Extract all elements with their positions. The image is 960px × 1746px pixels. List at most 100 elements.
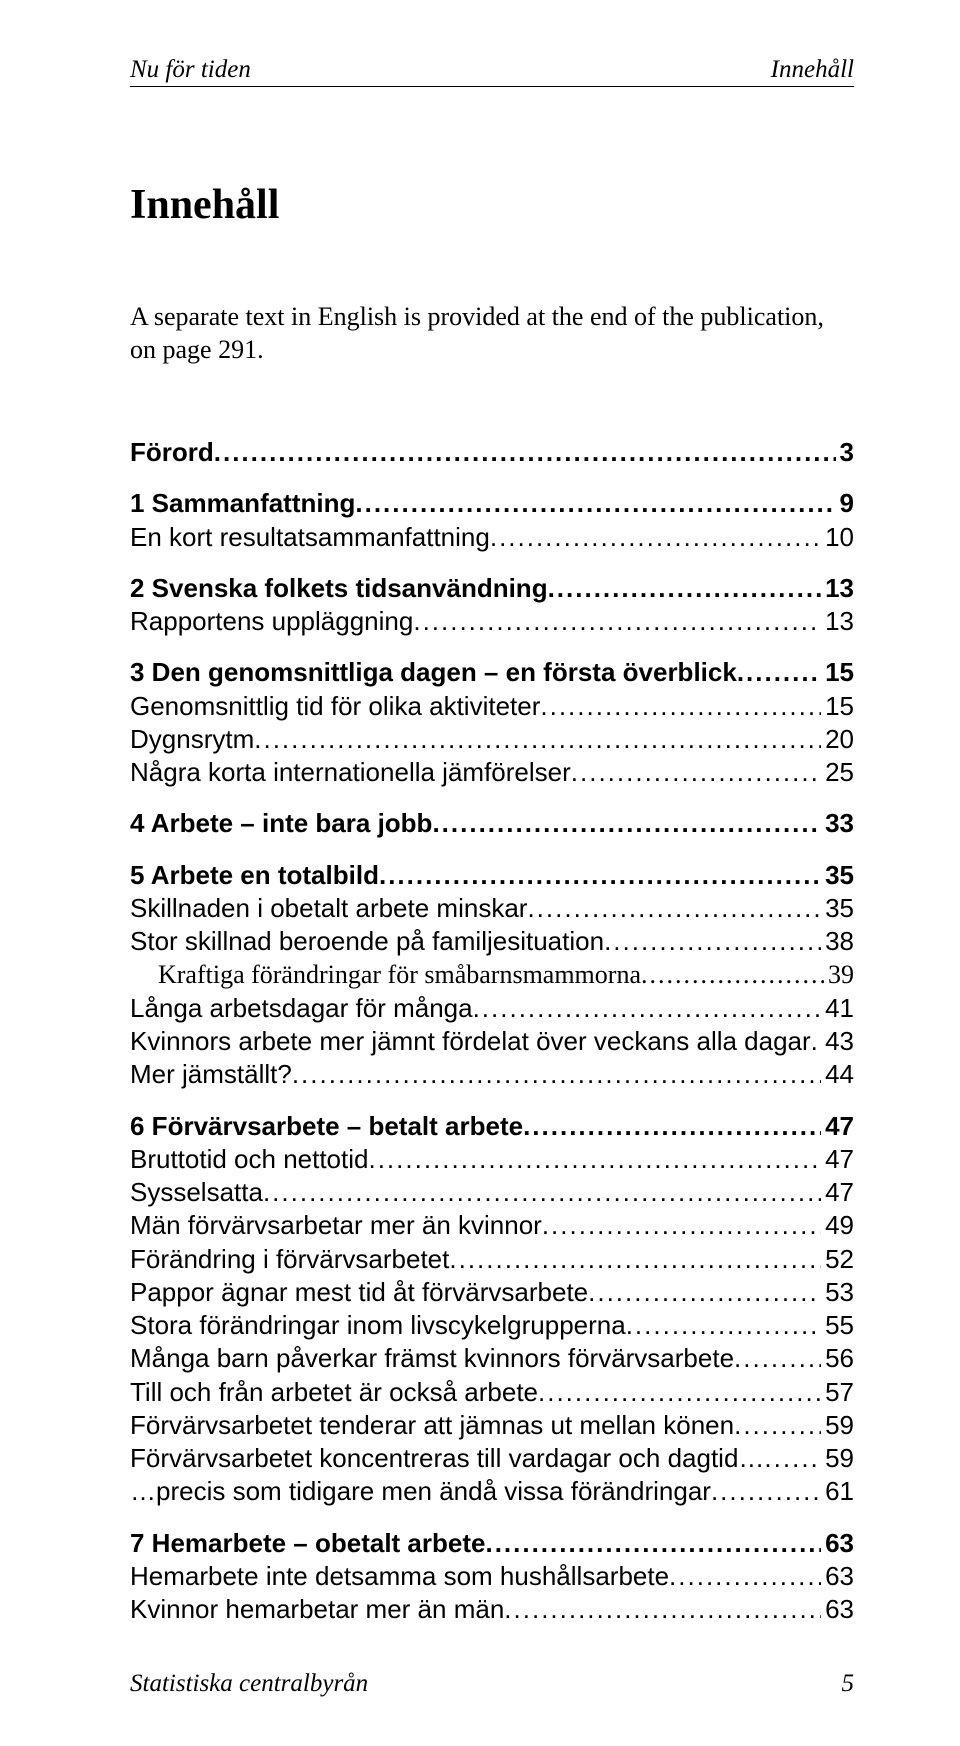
toc-entry: Sysselsatta 47 [130,1176,854,1209]
toc-page: 25 [821,756,854,789]
toc-leader [538,1376,821,1409]
toc-label: Förord [130,436,214,469]
toc-entry: Några korta internationella jämförelser 2… [130,756,854,789]
toc-page: 43 [821,1025,854,1058]
toc-page: 53 [821,1276,854,1309]
toc-entry: Förvärvsarbetet koncentreras till vardag… [130,1442,854,1475]
toc-label: Rapportens uppläggning [130,605,413,638]
toc-label: Stor skillnad beroende på familjesituati… [130,925,604,958]
toc-page: 56 [821,1342,854,1375]
toc-leader [626,1309,821,1342]
toc-leader [413,605,821,638]
toc-entry: Skillnaden i obetalt arbete minskar 35 [130,892,854,925]
toc-leader [490,521,821,554]
toc-label: 7 Hemarbete – obetalt arbete [130,1527,485,1560]
toc-page: 44 [821,1058,854,1091]
toc-leader [379,859,821,892]
toc-leader [449,1243,821,1276]
toc-label: Skillnaden i obetalt arbete minskar [130,892,527,925]
toc-label: …precis som tidigare men ändå vissa förä… [130,1475,711,1508]
toc-label: Kvinnor hemarbetar mer än män [130,1593,504,1626]
toc-entry: Långa arbetsdagar för många 41 [130,992,854,1025]
toc-label: Dygnsrytm [130,723,254,756]
toc-entry: Stor skillnad beroende på familjesituati… [130,925,854,958]
toc-page: 13 [821,605,854,638]
toc-entry: Kraftiga förändringar för småbarnsmammor… [130,958,854,991]
toc-page: 35 [821,859,854,892]
toc-entry: Förändring i förvärvsarbetet52 [130,1243,854,1276]
toc-leader [764,1442,821,1475]
note-line-1: A separate text in English is provided a… [130,302,824,331]
running-footer: Statistiska centralbyrån 5 [130,1646,854,1698]
toc-entry: Många barn påverkar främst kvinnors förv… [130,1342,854,1375]
toc-entry: 7 Hemarbete – obetalt arbete 63 [130,1527,854,1560]
table-of-contents: Förord31 Sammanfattning9En kort resultat… [130,436,854,1627]
toc-label: 6 Förvärvsarbete – betalt arbete [130,1110,523,1143]
toc-label: Mer jämställt? [130,1058,292,1091]
toc-label: 1 Sammanfattning [130,487,355,520]
toc-entry: Till och från arbetet är också arbete57 [130,1376,854,1409]
toc-page: 39 [824,958,854,991]
toc-label: Kvinnors arbete mer jämnt fördelat över … [130,1025,811,1058]
toc-label: Förvärvsarbetet koncentreras till vardag… [130,1442,764,1475]
toc-page: 3 [836,436,854,469]
toc-label: Långa arbetsdagar för många [130,992,473,1025]
toc-leader [548,572,822,605]
toc-leader [432,807,821,840]
toc-label: 3 Den genomsnittliga dagen – en första ö… [130,656,737,689]
page-title: Innehåll [130,181,854,229]
toc-page: 35 [821,892,854,925]
toc-page: 47 [821,1143,854,1176]
toc-entry: Hemarbete inte detsamma som hushållsarbe… [130,1560,854,1593]
toc-page: 57 [821,1376,854,1409]
toc-label: En kort resultatsammanfattning [130,521,490,554]
toc-leader [473,992,822,1025]
toc-label: Några korta internationella jämförelser [130,756,571,789]
toc-entry: Kvinnors arbete mer jämnt fördelat över … [130,1025,854,1058]
toc-leader [263,1176,821,1209]
toc-page: 59 [821,1442,854,1475]
toc-entry: …precis som tidigare men ändå vissa förä… [130,1475,854,1508]
toc-leader [711,1475,821,1508]
page: Nu för tiden Innehåll Innehåll A separat… [0,0,960,1746]
toc-entry: Stora förändringar inom livscykelgrupper… [130,1309,854,1342]
toc-page: 47 [821,1176,854,1209]
toc-page: 41 [821,992,854,1025]
toc-leader [214,436,836,469]
toc-leader [540,690,821,723]
toc-label: Sysselsatta [130,1176,263,1209]
toc-page: 61 [821,1475,854,1508]
toc-label: Genomsnittlig tid för olika aktiviteter [130,690,540,723]
toc-label: 2 Svenska folkets tidsanvändning [130,572,548,605]
toc-entry: Förvärvsarbetet tenderar att jämnas ut m… [130,1409,854,1442]
toc-leader [292,1058,821,1091]
toc-label: Hemarbete inte detsamma som hushållsarbe… [130,1560,669,1593]
toc-page: 33 [821,807,854,840]
toc-leader [504,1593,821,1626]
toc-leader [527,892,821,925]
toc-leader [254,723,821,756]
toc-page: 20 [821,723,854,756]
toc-page: 13 [821,572,854,605]
toc-leader [734,1342,821,1375]
toc-entry: Män förvärvsarbetar mer än kvinnor49 [130,1209,854,1242]
english-note: A separate text in English is provided a… [130,301,854,366]
toc-leader [737,656,821,689]
toc-label: Kraftiga förändringar för småbarnsmammor… [158,958,641,991]
toc-label: 4 Arbete – inte bara jobb [130,807,432,840]
toc-page: 63 [821,1527,854,1560]
header-right: Innehåll [771,56,854,84]
toc-label: Pappor ägnar mest tid åt förvärvsarbete [130,1276,588,1309]
running-header: Nu för tiden Innehåll [130,56,854,87]
toc-label: Förvärvsarbetet tenderar att jämnas ut m… [130,1409,734,1442]
toc-entry: 6 Förvärvsarbete – betalt arbete47 [130,1110,854,1143]
toc-entry: Bruttotid och nettotid47 [130,1143,854,1176]
footer-left: Statistiska centralbyrån [130,1670,368,1698]
toc-label: Många barn påverkar främst kvinnors förv… [130,1342,734,1375]
toc-leader [811,1025,821,1058]
toc-page: 49 [821,1209,854,1242]
toc-entry: Mer jämställt? 44 [130,1058,854,1091]
toc-page: 63 [821,1593,854,1626]
toc-leader [355,487,835,520]
toc-entry: Genomsnittlig tid för olika aktiviteter1… [130,690,854,723]
